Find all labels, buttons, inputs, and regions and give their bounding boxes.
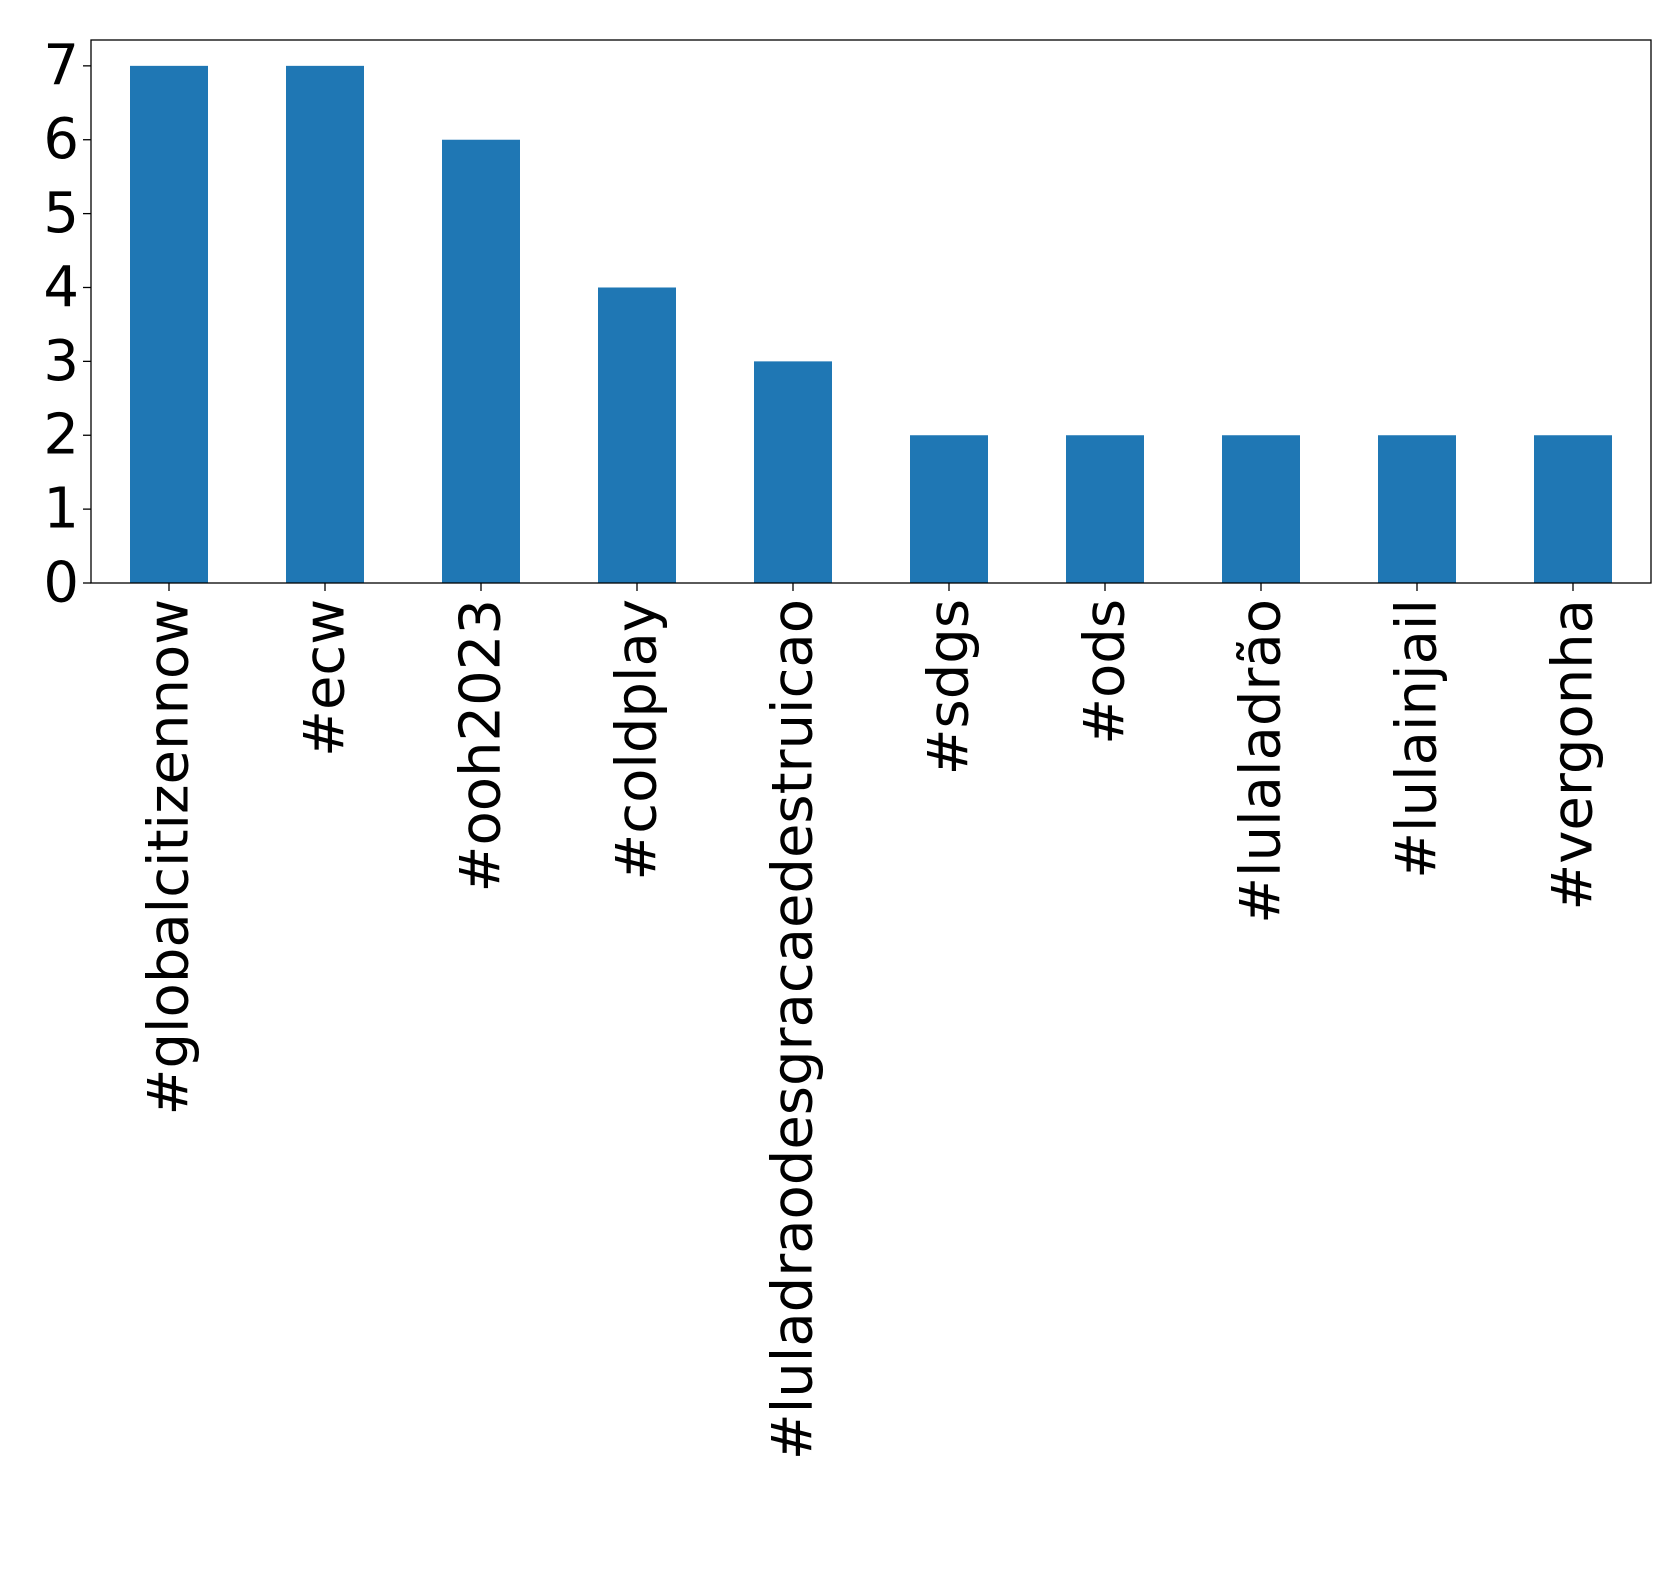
bar (130, 65, 208, 584)
y-tick-label: 1 (43, 477, 79, 542)
bar (1378, 435, 1456, 583)
x-tick-label: #vergonha (1541, 599, 1606, 911)
y-axis: 0 1 2 3 4 5 6 7 (43, 33, 91, 616)
plot-frame (90, 39, 1652, 584)
x-tick-label: #coldplay (605, 599, 670, 881)
x-tick-label: #sdgs (917, 599, 982, 775)
y-tick-label: 3 (43, 329, 79, 394)
bar (598, 287, 676, 583)
bar (1066, 435, 1144, 583)
y-tick-label: 0 (43, 551, 79, 616)
bar (1534, 435, 1612, 583)
bar (910, 435, 988, 583)
bar (286, 65, 364, 584)
bar (754, 361, 832, 583)
x-axis: #globalcitizennow #ecw #ooh2023 #coldplay #l… (137, 583, 1606, 1460)
x-tick-label: #ecw (293, 599, 358, 757)
bars (130, 65, 1612, 584)
x-tick-label: #lulaladrão (1229, 599, 1294, 924)
bar (442, 139, 520, 584)
x-tick-label: #ods (1073, 599, 1138, 745)
bar (1222, 435, 1300, 583)
y-tick-label: 6 (43, 107, 79, 172)
y-tick-label: 7 (43, 33, 79, 98)
y-tick-label: 4 (43, 255, 79, 320)
y-tick-label: 5 (43, 181, 79, 246)
y-tick-label: 2 (43, 403, 79, 468)
x-tick-label: #ooh2023 (449, 599, 514, 892)
x-tick-label: #luladraodesgracaedestruicao (761, 599, 826, 1460)
x-tick-label: #globalcitizennow (137, 599, 202, 1115)
x-tick-label: #lulainjail (1385, 599, 1450, 879)
